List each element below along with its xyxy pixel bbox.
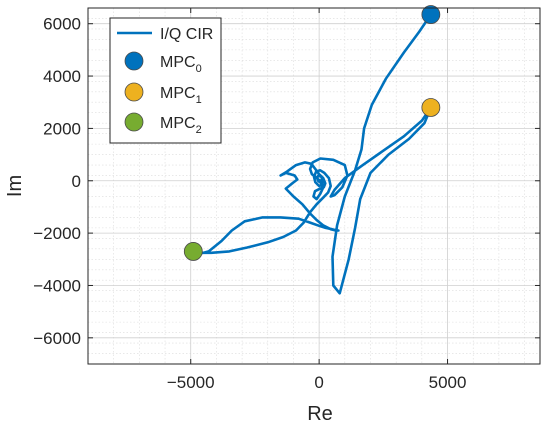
y-tick-label: 4000 <box>43 67 81 86</box>
x-tick-label: 5000 <box>429 373 467 392</box>
x-tick-label: −5000 <box>167 373 215 392</box>
legend: I/Q CIR MPC0 MPC1 MPC2 <box>109 17 222 144</box>
y-tick-label: 2000 <box>43 119 81 138</box>
series-line-iq-cir <box>192 13 433 295</box>
y-tick-label: 6000 <box>43 15 81 34</box>
x-axis-ticks: −5000 0 5000 <box>167 8 467 392</box>
y-tick-label: −2000 <box>33 224 81 243</box>
x-axis-label: Re <box>307 403 333 425</box>
legend-swatch-mpc0 <box>124 51 144 71</box>
y-tick-label: −4000 <box>33 276 81 295</box>
legend-label-iq-cir: I/Q CIR <box>160 26 213 43</box>
y-axis-ticks: −6000 −4000 −2000 0 2000 4000 6000 <box>33 15 540 348</box>
legend-label-mpc1: MPC1 <box>160 85 202 106</box>
data-point-mpc0 <box>421 5 441 24</box>
legend-swatch-mpc2 <box>124 112 144 132</box>
y-tick-label: 0 <box>72 172 81 191</box>
legend-swatch-mpc1 <box>124 82 144 102</box>
legend-label-mpc0: MPC0 <box>160 54 202 75</box>
y-tick-label: −6000 <box>33 329 81 348</box>
data-point-mpc1 <box>421 98 441 117</box>
legend-label-mpc2: MPC2 <box>160 115 202 136</box>
x-tick-label: 0 <box>314 373 323 392</box>
series-layer <box>183 5 441 295</box>
data-point-mpc2 <box>183 242 203 261</box>
plot-frame <box>87 7 541 365</box>
y-axis-label: Im <box>4 175 26 197</box>
